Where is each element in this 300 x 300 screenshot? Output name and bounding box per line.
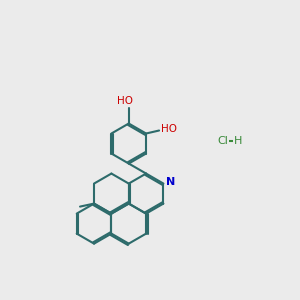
Text: H: H [234, 136, 242, 146]
Text: HO: HO [161, 124, 177, 134]
Text: N: N [166, 177, 175, 187]
Text: HO: HO [117, 96, 133, 106]
Text: Cl: Cl [218, 136, 229, 146]
